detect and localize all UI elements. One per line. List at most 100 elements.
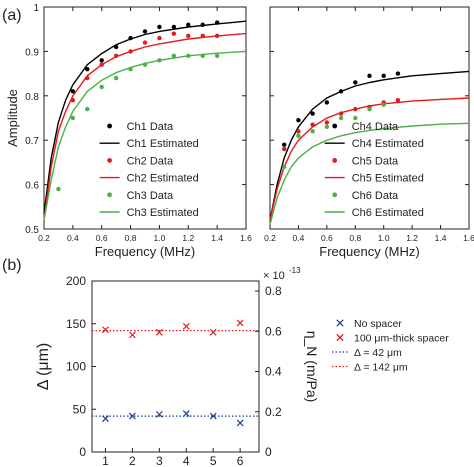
x-tick-label: 1.0 — [154, 233, 166, 243]
x-axis-label: Frequency (MHz) — [319, 244, 419, 259]
legend-label: Ch2 Data — [127, 155, 174, 167]
data-point-ch4-data — [381, 73, 386, 79]
data-point-ch3-data — [56, 186, 61, 192]
x-tick-label: 0.4 — [67, 233, 79, 243]
data-point-ch6-data — [310, 129, 315, 134]
x-tick-label: 2 — [129, 454, 136, 467]
legend-label: Ch5 Estimated — [352, 173, 424, 185]
plot-frame — [269, 6, 470, 230]
legend-marker-no-spacer — [336, 319, 344, 327]
legend-label: Ch2 Estimated — [127, 173, 199, 185]
legend-label: Ch6 Data — [352, 190, 399, 202]
plot-amplitude-ch1-ch3: 0.2 0.4 0.6 0.8 1.0 1.2 1.4 1.6 0.5 0.6 0.7 0.8 0.9 1… — [5, 3, 252, 259]
data-point-ch4-data — [310, 111, 315, 116]
data-point-ch6-data — [367, 106, 372, 112]
data-point-no-spacer — [155, 410, 163, 418]
legend-label: Ch4 Data — [352, 121, 399, 133]
x-tick-label: 0.2 — [38, 233, 50, 243]
data-point-no-spacer — [209, 412, 217, 420]
series-line-ch3-estimated — [43, 50, 247, 221]
y-tick-label-left: 50 — [73, 402, 87, 416]
x-tick-label: 0.6 — [321, 233, 333, 243]
x-tick-label: 1.6 — [240, 233, 252, 243]
y-tick-label-right: 0.8 — [265, 284, 282, 298]
series-line-ch5-estimated — [269, 97, 470, 221]
legend-marker-ch2-data — [107, 158, 112, 163]
data-point-ch2-data — [142, 40, 148, 45]
y-tick-label-left: 150 — [66, 317, 86, 331]
y-tick-label-right: 0.4 — [265, 365, 282, 379]
y-tick-label: 0.6 — [25, 181, 39, 192]
x-tick-label: 1.2 — [182, 233, 194, 243]
y-tick-label-left: 200 — [66, 274, 86, 288]
data-point-ch1-data — [142, 29, 148, 34]
series-line-ch2-estimated — [43, 32, 247, 221]
legend-label: Ch6 Estimated — [352, 207, 424, 219]
legend-marker-ch5-data — [332, 158, 338, 163]
legend-label: Ch3 Data — [127, 190, 174, 202]
x-tick-label: 4 — [183, 454, 190, 467]
legend-label: Ch1 Estimated — [127, 138, 199, 150]
x-tick-label: 0.2 — [264, 233, 276, 243]
data-point-ch3-data — [70, 115, 76, 121]
data-point-ch4-data — [282, 142, 287, 147]
y-tick-label: 1 — [33, 3, 39, 14]
x-axis-label: Frequency (MHz) — [95, 244, 195, 259]
data-point-ch1-data — [157, 24, 162, 30]
x-tick-label: 0.8 — [125, 233, 137, 243]
data-point-no-spacer — [128, 412, 136, 420]
data-point-ch2-data — [186, 33, 191, 39]
x-tick-label: 1.4 — [211, 233, 223, 243]
right-axis-multiplier: × 10 — [263, 270, 285, 282]
x-tick-label: 5 — [210, 454, 217, 467]
legend-marker-100-m-thick-spacer — [336, 333, 344, 342]
legend-label: Δ = 142 μm — [354, 362, 408, 374]
series-line-ch6-estimated — [269, 122, 470, 225]
legend-label: Ch1 Data — [127, 121, 174, 133]
x-tick-label: 6 — [237, 454, 244, 467]
data-point-ch1-data — [85, 66, 90, 72]
legend-marker-ch6-data — [332, 192, 338, 198]
x-tick-label: 3 — [156, 454, 163, 467]
series-line-ch1-estimated — [43, 20, 247, 214]
legend-marker-ch3-data — [107, 192, 112, 198]
data-point-100-m-thick-spacer — [236, 319, 244, 327]
data-point-ch5-data — [296, 129, 301, 134]
data-point-ch6-data — [296, 133, 301, 138]
legend-marker-ch4-data — [332, 123, 338, 129]
data-point-ch2-data — [157, 35, 162, 41]
x-tick-label: 0.8 — [349, 233, 361, 243]
data-point-100-m-thick-spacer — [182, 322, 190, 330]
data-point-ch6-data — [324, 124, 330, 130]
x-tick-label: 1.4 — [435, 233, 447, 243]
series-line-ch4-estimated — [269, 70, 470, 221]
x-tick-label: 1.6 — [463, 233, 474, 243]
y-tick-label-left: 0 — [79, 445, 86, 459]
y-tick-label: 0.7 — [25, 136, 39, 147]
y-axis-label-left: Δ (μm) — [35, 343, 52, 390]
data-point-ch6-data — [381, 102, 386, 107]
data-point-ch5-data — [282, 146, 287, 152]
data-point-ch1-data — [171, 24, 177, 30]
data-point-ch4-data — [296, 118, 301, 123]
data-point-ch4-data — [395, 71, 401, 76]
legend-label: Ch4 Estimated — [352, 138, 424, 150]
data-point-ch6-data — [338, 115, 344, 121]
data-point-ch1-data — [99, 58, 104, 63]
legend-marker-ch1-data — [107, 123, 112, 129]
data-point-ch5-data — [324, 120, 330, 125]
y-tick-label: 0.8 — [25, 92, 39, 103]
data-point-ch5-data — [395, 98, 401, 103]
data-point-no-spacer — [236, 419, 244, 427]
data-point-ch1-data — [186, 22, 191, 27]
x-tick-label: 1.2 — [406, 233, 418, 243]
plot-frame — [91, 280, 260, 453]
data-point-ch3-data — [99, 84, 104, 90]
x-tick-label: 0.6 — [96, 233, 108, 243]
x-tick-label: 0.4 — [293, 233, 305, 243]
data-point-100-m-thick-spacer — [155, 328, 163, 336]
data-point-ch4-data — [353, 80, 358, 85]
data-point-ch4-data — [324, 100, 330, 105]
data-point-100-m-thick-spacer — [128, 331, 136, 339]
